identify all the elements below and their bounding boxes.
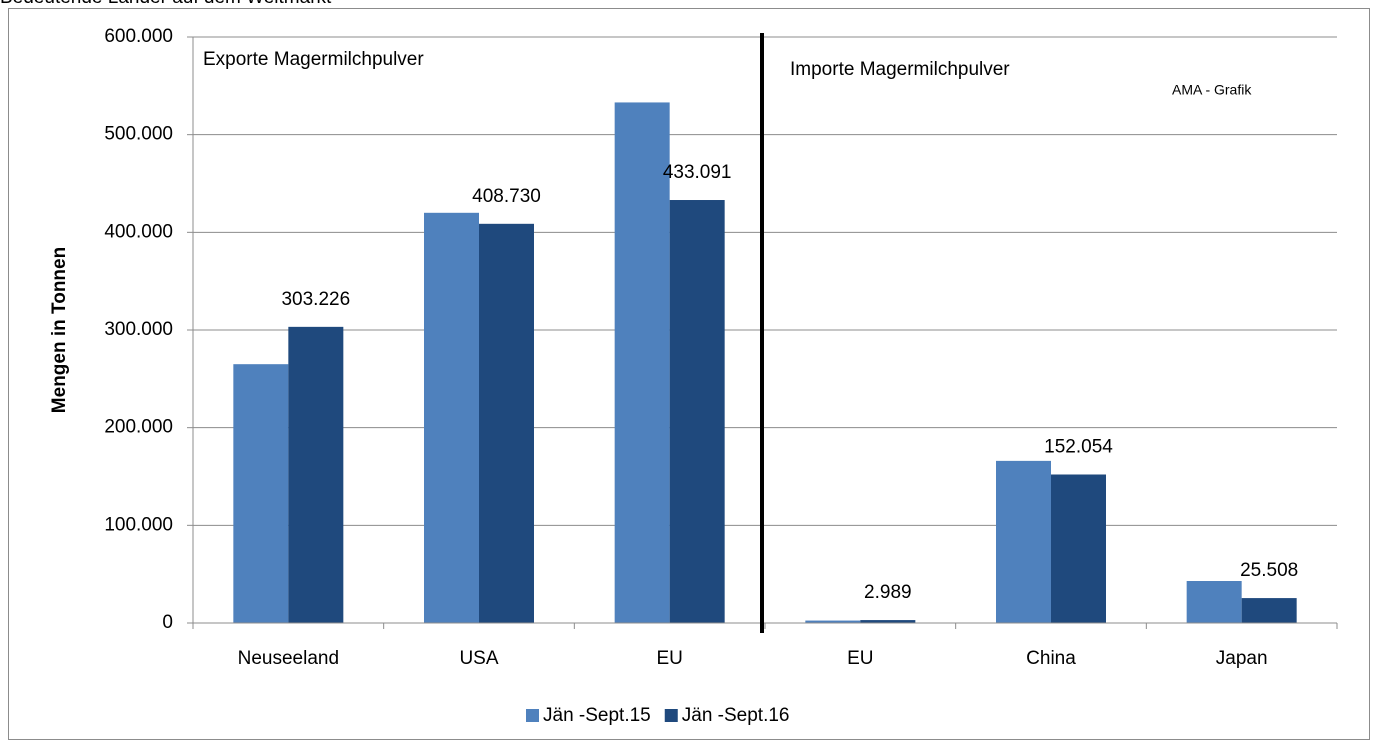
- bar: [1241, 598, 1297, 623]
- bar: [233, 364, 289, 623]
- y-tick-label: 500.000: [104, 124, 173, 145]
- x-tick-label: Japan: [1216, 648, 1268, 669]
- bar: [288, 326, 344, 623]
- y-tick-label: 100.000: [104, 514, 173, 535]
- data-label: 152.054: [1044, 437, 1113, 458]
- legend-swatch: [526, 709, 539, 722]
- bar: [1186, 581, 1242, 623]
- data-label: 2.989: [864, 582, 912, 603]
- data-label: 433.091: [663, 162, 732, 183]
- y-tick-label: 0: [162, 612, 173, 633]
- y-tick-label: 600.000: [104, 26, 173, 47]
- legend-label: Jän -Sept.15: [543, 705, 651, 726]
- annotation: Exporte Magermilchpulver: [203, 49, 424, 70]
- bar: [860, 620, 916, 623]
- bar: [479, 223, 534, 623]
- x-tick-label: USA: [459, 648, 498, 669]
- x-tick-label: China: [1026, 648, 1076, 669]
- bar: [424, 212, 479, 624]
- bar: [805, 620, 861, 623]
- annotation: Importe Magermilchpulver: [790, 59, 1010, 80]
- data-label: 303.226: [281, 289, 350, 310]
- x-tick-label: EU: [656, 648, 682, 669]
- legend-swatch: [664, 709, 678, 722]
- x-tick-label: Neuseeland: [238, 648, 339, 669]
- y-axis-label: Mengen in Tonnen: [49, 247, 70, 413]
- bar: [1051, 474, 1106, 623]
- chart-title: Bedeutende Länder auf dem Weltmarkt: [0, 0, 332, 8]
- bar: [996, 460, 1051, 623]
- annotation: AMA - Grafik: [1172, 82, 1252, 98]
- data-label: 25.508: [1240, 560, 1298, 581]
- data-label: 408.730: [472, 186, 541, 207]
- bar: [614, 102, 670, 624]
- legend-label: Jän -Sept.16: [682, 705, 790, 726]
- x-tick-label: EU: [847, 648, 873, 669]
- y-tick-label: 300.000: [104, 319, 173, 340]
- bar: [669, 200, 725, 623]
- y-tick-label: 200.000: [104, 417, 173, 438]
- chart-border: [8, 8, 1370, 740]
- y-tick-label: 400.000: [104, 221, 173, 242]
